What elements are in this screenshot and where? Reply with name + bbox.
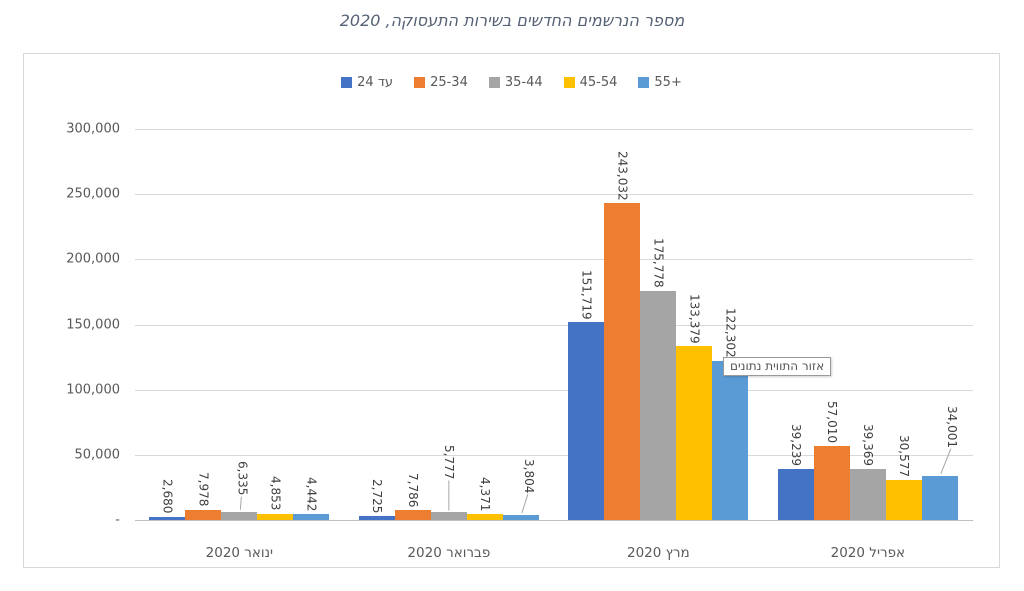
bar-under-24-mar-2020[interactable] — [568, 322, 605, 520]
data-label-under-24-apr-2020: 39,239 — [788, 423, 803, 466]
bar-35-44-mar-2020[interactable] — [640, 290, 677, 520]
x-axis-label-feb-2020: פברואר 2020 — [407, 545, 491, 561]
data-label-45-54-apr-2020: 30,577 — [896, 435, 911, 478]
legend-item-under-24[interactable]: עד 24 — [341, 75, 393, 90]
x-axis-line — [134, 520, 973, 521]
bar-55-plus-apr-2020[interactable] — [921, 475, 958, 520]
bar-35-44-jan-2020[interactable] — [221, 511, 258, 520]
bar-35-44-apr-2020[interactable] — [849, 468, 886, 520]
bar-45-54-mar-2020[interactable] — [676, 346, 713, 520]
data-label-55-plus-jan-2020: 4,442 — [304, 476, 319, 512]
bar-55-plus-mar-2020[interactable] — [712, 360, 749, 520]
legend-swatch-55-plus — [638, 77, 650, 88]
bar-45-54-jan-2020[interactable] — [257, 513, 294, 520]
data-label-45-54-feb-2020: 4,371 — [477, 476, 492, 512]
legend-swatch-45-54 — [563, 77, 575, 88]
gridline-250000 — [134, 194, 973, 196]
data-label-55-plus-mar-2020: 122,302 — [723, 307, 738, 358]
legend-swatch-25-34 — [414, 77, 426, 88]
data-label-area-tooltip: אזור התווית נתונים — [723, 357, 832, 376]
legend-label-35-44: 35-44 — [504, 75, 543, 90]
data-label-under-24-mar-2020: 151,719 — [579, 269, 594, 320]
gridline-150000 — [134, 324, 973, 326]
y-axis-tick-200000: 200,000 — [66, 251, 120, 267]
legend-item-45-54[interactable]: 45-54 — [563, 75, 618, 90]
y-axis-tick-150000: 150,000 — [66, 317, 120, 332]
bar-under-24-feb-2020[interactable] — [358, 516, 395, 520]
bar-45-54-apr-2020[interactable] — [885, 480, 922, 520]
y-axis-tick-50000: 50,000 — [74, 447, 121, 463]
data-label-25-34-feb-2020: 7,786 — [405, 472, 420, 507]
legend-label-45-54: 45-54 — [579, 75, 618, 90]
bar-55-plus-feb-2020[interactable] — [502, 515, 539, 520]
data-label-45-54-jan-2020: 4,853 — [268, 476, 283, 511]
bar-25-34-mar-2020[interactable] — [604, 203, 641, 520]
y-axis-tick-100000: 100,000 — [66, 382, 120, 398]
bar-55-plus-jan-2020[interactable] — [293, 514, 330, 520]
bar-25-34-apr-2020[interactable] — [813, 445, 850, 520]
data-label-25-34-mar-2020: 243,032 — [615, 150, 630, 201]
gridline-100000 — [134, 389, 973, 391]
gridline-50000 — [134, 454, 973, 456]
bar-45-54-feb-2020[interactable] — [466, 514, 503, 520]
legend-swatch-35-44 — [488, 77, 500, 88]
data-label-25-34-apr-2020: 57,010 — [824, 400, 839, 443]
data-label-45-54-mar-2020: 133,379 — [687, 293, 702, 344]
leader-line-55-plus-apr-2020 — [940, 448, 952, 474]
legend-label-55-plus: +55 — [654, 75, 682, 90]
data-label-35-44-mar-2020: 175,778 — [651, 238, 666, 288]
leader-line-35-44-jan-2020 — [239, 496, 242, 510]
y-axis-tick-300000: 300,000 — [66, 121, 120, 137]
chart-title: מספר הנרשמים החדשים בשירות התעסוקה, 2020 — [339, 11, 685, 30]
chart-area: עד 24 25-34 35-44 45-54 +55 300,000 250,000 20… — [23, 53, 1000, 568]
x-axis-label-mar-2020: מרץ 2020 — [626, 545, 690, 561]
data-label-35-44-feb-2020: 5,777 — [441, 445, 456, 480]
data-label-35-44-jan-2020: 6,335 — [235, 461, 250, 496]
leader-line-55-plus-feb-2020 — [521, 493, 529, 514]
legend: עד 24 25-34 35-44 45-54 +55 — [24, 75, 999, 90]
bar-25-34-feb-2020[interactable] — [394, 509, 431, 520]
legend-item-55-plus[interactable]: +55 — [638, 75, 682, 90]
legend-swatch-under-24 — [341, 77, 353, 88]
data-label-under-24-feb-2020: 2,725 — [369, 479, 384, 514]
gridline-200000 — [134, 259, 973, 261]
bar-35-44-feb-2020[interactable] — [430, 512, 467, 520]
x-axis-label-jan-2020: ינואר 2020 — [205, 545, 274, 561]
legend-item-35-44[interactable]: 35-44 — [488, 75, 543, 90]
y-axis-tick-250000: 250,000 — [66, 186, 120, 202]
bar-under-24-apr-2020[interactable] — [777, 468, 814, 520]
data-label-35-44-apr-2020: 39,369 — [860, 423, 875, 466]
legend-label-25-34: 25-34 — [430, 75, 468, 90]
gridline-300000 — [134, 129, 973, 130]
x-axis-label-apr-2020: אפריל 2020 — [830, 545, 906, 561]
data-label-under-24-jan-2020: 2,680 — [160, 479, 175, 514]
legend-item-25-34[interactable]: 25-34 — [414, 75, 468, 90]
legend-label-under-24: עד 24 — [357, 75, 394, 90]
data-label-55-plus-apr-2020: 34,001 — [944, 405, 959, 448]
bar-under-24-jan-2020[interactable] — [149, 516, 186, 520]
bar-25-34-jan-2020[interactable] — [185, 509, 222, 520]
data-label-55-plus-feb-2020: 3,804 — [521, 458, 536, 494]
data-label-25-34-jan-2020: 7,978 — [196, 472, 211, 507]
y-axis-tick-: - — [115, 512, 120, 528]
